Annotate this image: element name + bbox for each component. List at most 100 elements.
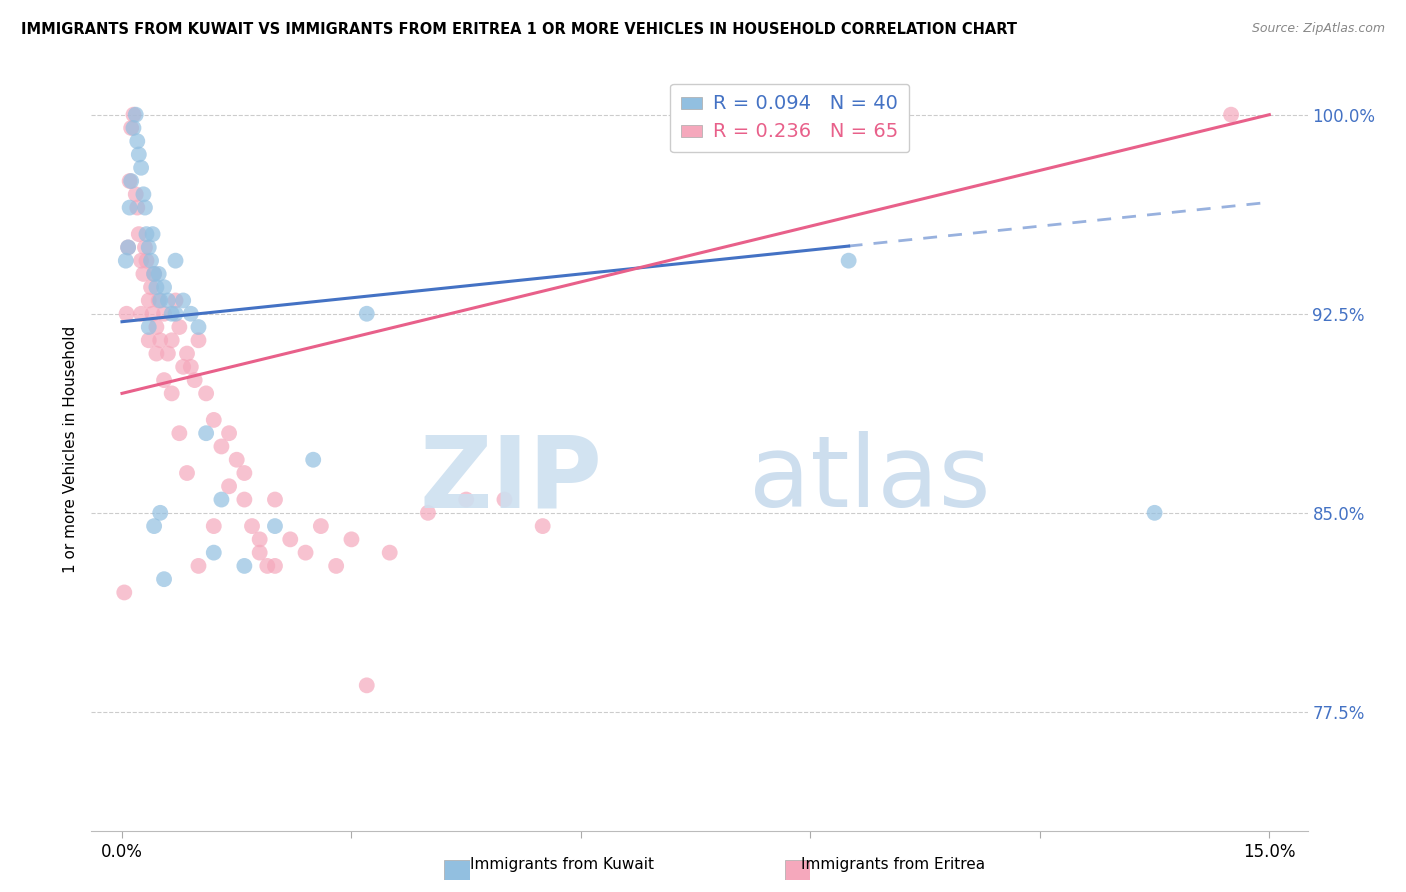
Point [180,307,202,321]
Point [127,134,149,148]
Point [264,519,287,533]
Point [118,174,141,188]
Point [132,267,155,281]
Point [132,187,155,202]
Point [139,280,162,294]
Point [118,201,141,215]
Text: atlas: atlas [749,431,991,528]
Point [139,253,162,268]
Point [153,307,176,321]
Point [142,227,165,241]
Point [127,201,149,215]
Point [195,426,218,441]
Point [156,293,179,308]
Y-axis label: 1 or more Vehicles in Household: 1 or more Vehicles in Household [63,326,79,573]
Point [1143,506,1166,520]
Point [356,307,378,321]
Point [122,120,145,135]
Point [264,492,287,507]
Point [209,492,232,507]
Point [356,678,378,692]
Point [218,479,240,493]
Legend: R = 0.094   N = 40, R = 0.236   N = 65: R = 0.094 N = 40, R = 0.236 N = 65 [669,84,910,153]
Point [838,253,860,268]
Point [145,280,167,294]
Point [309,519,332,533]
Point [135,227,157,241]
Point [302,452,325,467]
Point [218,426,240,441]
Point [187,558,209,573]
Point [143,267,166,281]
Point [416,506,439,520]
Point [169,320,191,334]
Point [143,519,166,533]
Point [209,440,232,454]
Point [165,307,187,321]
Point [172,293,194,308]
Point [125,187,148,202]
Point [134,201,156,215]
Point [149,506,172,520]
Point [156,346,179,360]
Point [202,519,225,533]
Point [172,359,194,374]
Point [120,120,142,135]
Point [278,533,301,547]
Point [149,333,172,347]
Point [125,108,148,122]
Point [153,373,176,387]
Point [138,333,160,347]
Point [378,546,401,560]
Point [195,386,218,401]
Point [187,333,209,347]
Point [145,346,167,360]
Point [145,320,167,334]
Point [129,161,152,175]
Point [531,519,554,533]
Point [160,386,183,401]
Text: ZIP: ZIP [419,431,602,528]
Point [1220,108,1243,122]
Point [134,240,156,254]
Point [180,359,202,374]
Point [128,227,150,241]
Point [142,307,165,321]
Point [129,253,152,268]
Point [165,253,187,268]
Point [165,293,187,308]
Point [160,307,183,321]
Point [233,492,256,507]
Point [148,293,170,308]
Point [233,466,256,480]
Point [176,466,198,480]
Point [494,492,516,507]
Point [225,452,247,467]
Point [153,572,176,586]
Point [122,108,145,122]
Point [115,307,138,321]
Point [153,280,176,294]
Point [264,558,287,573]
Point [138,240,160,254]
Text: Immigrants from Kuwait: Immigrants from Kuwait [471,857,654,871]
Point [128,147,150,161]
Point [233,558,256,573]
Text: Immigrants from Eritrea: Immigrants from Eritrea [801,857,984,871]
Point [112,585,135,599]
Point [249,533,271,547]
Point [149,293,172,308]
Point [176,346,198,360]
Point [456,492,478,507]
Point [138,320,160,334]
Point [120,174,142,188]
Point [138,293,160,308]
Point [117,240,139,254]
Point [187,320,209,334]
Point [114,253,136,268]
Point [249,546,271,560]
Point [183,373,205,387]
Point [202,413,225,427]
Point [129,307,152,321]
Point [294,546,316,560]
